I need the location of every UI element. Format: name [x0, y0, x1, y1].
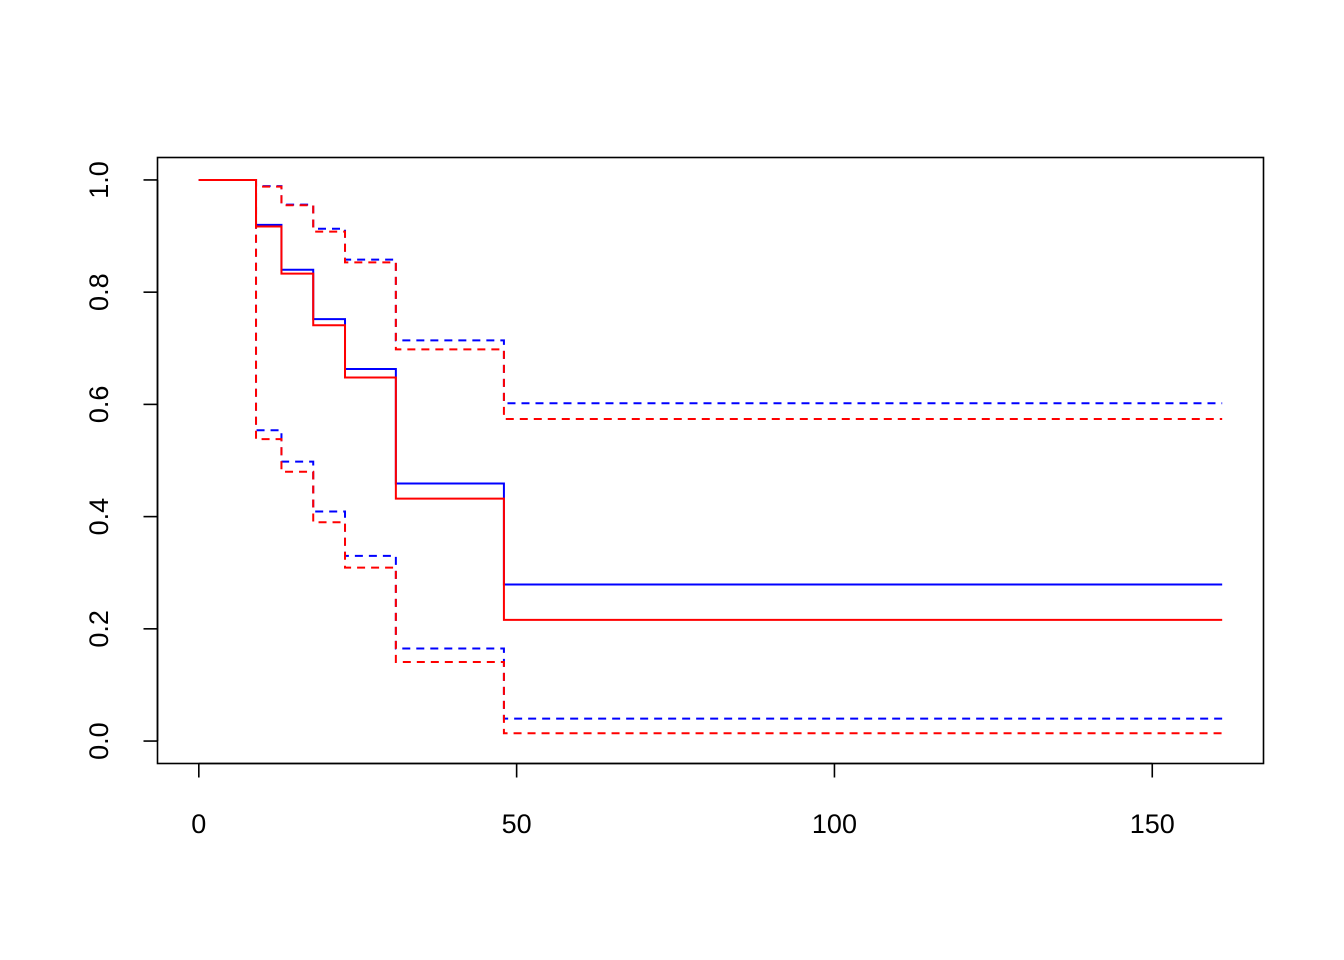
- plot-box: [156, 156, 1265, 765]
- series-line-4: [198, 178, 1223, 621]
- x-tick-label: 0: [191, 809, 206, 839]
- series-line-6: [198, 178, 1223, 735]
- y-tick-label: 0.0: [84, 722, 114, 760]
- series-line-3: [198, 178, 1223, 720]
- y-tick-label: 0.2: [84, 610, 114, 648]
- x-tick-label: 150: [1130, 809, 1175, 839]
- series-line-1: [198, 178, 1223, 586]
- series-line-5: [198, 178, 1223, 420]
- x-axis: 0 50 100 150: [191, 762, 1175, 839]
- series-layer: [198, 178, 1223, 735]
- x-tick-label: 100: [812, 809, 857, 839]
- y-tick-label: 1.0: [84, 161, 114, 199]
- y-axis: 0.0 0.2 0.4 0.6 0.8 1.0: [84, 161, 159, 760]
- x-tick-label: 50: [502, 809, 532, 839]
- y-tick-label: 0.6: [84, 386, 114, 424]
- y-tick-label: 0.4: [84, 498, 114, 536]
- y-tick-label: 0.8: [84, 273, 114, 311]
